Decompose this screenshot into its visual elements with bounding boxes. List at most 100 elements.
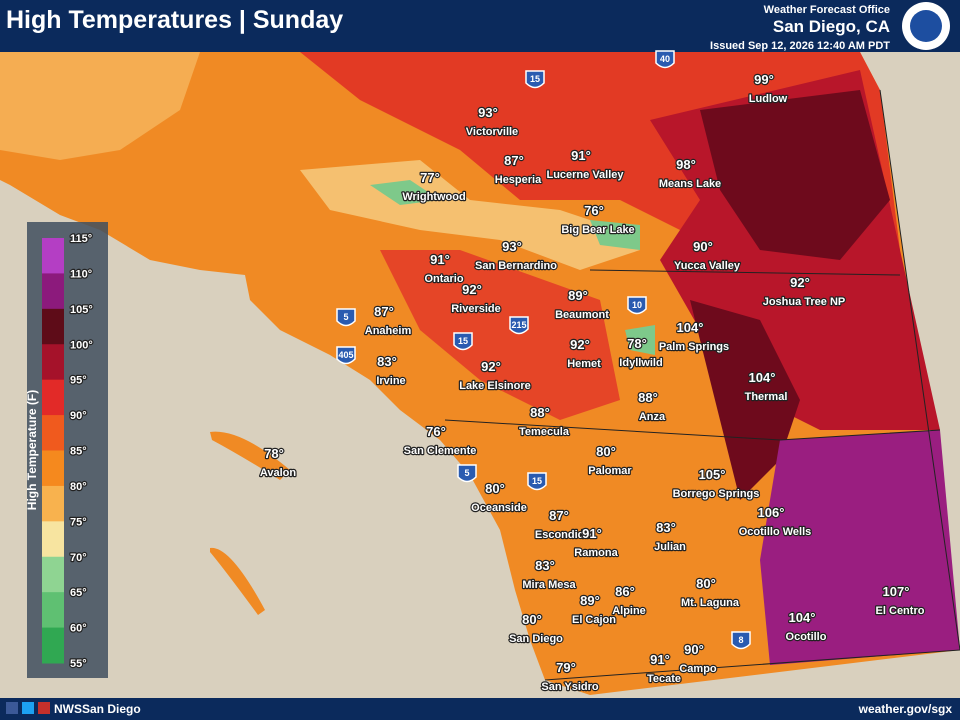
legend-tick-label: 110° (70, 268, 92, 280)
highway-shield (509, 316, 529, 335)
legend-tick-label: 115° (70, 233, 92, 245)
highway-shield (655, 50, 675, 69)
highway-number: 215 (511, 320, 526, 330)
legend-swatch (42, 238, 64, 274)
city-name: Hemet (567, 358, 601, 370)
legend-tick-label: 65° (70, 587, 87, 599)
city-name: Anaheim (365, 325, 412, 337)
highway-shield (525, 70, 545, 89)
city-temp: 87° (549, 508, 569, 523)
legend: 115° 110° 105° 100° 95° 90° 85° 80° 75° 70° 65° 60°… (42, 232, 94, 671)
city-temp: 79° (556, 660, 576, 675)
highway-number: 5 (464, 468, 469, 478)
city-name: Escondido (535, 529, 592, 541)
legend-tick-label: 75° (70, 516, 87, 528)
legend-tick-label: 105° (70, 304, 93, 316)
legend-swatch (42, 521, 64, 558)
city-name: Means Lake (659, 178, 721, 190)
city-name: San Bernardino (475, 260, 557, 272)
city-temp: 90° (693, 239, 713, 254)
city-name: Tecate (647, 673, 681, 685)
highway-number: 15 (458, 336, 468, 346)
city-temp: 90° (684, 642, 704, 657)
cities: 93° Victorville 99° Ludlow 87° Hesperia 91° Luc… (259, 71, 926, 694)
office: San Diego, CA (773, 17, 890, 36)
legend-tick-label: 70° (70, 552, 87, 564)
highway-number: 8 (738, 635, 743, 645)
imperial-valley (760, 430, 960, 665)
city-name: Borrego Springs (673, 488, 760, 500)
highway-shield (336, 346, 356, 365)
legend-title: High Temperature (F) (25, 390, 39, 510)
city-temp: 91° (430, 252, 450, 267)
legend-tick-label: 100° (70, 339, 93, 351)
city-name: Thermal (745, 391, 788, 403)
hot-core (700, 90, 890, 260)
highway-number: 10 (632, 300, 642, 310)
city-temp: 88° (638, 390, 658, 405)
city-temp: 76° (584, 203, 604, 218)
highway-number: 405 (338, 350, 353, 360)
city-temp: 92° (481, 359, 501, 374)
city-temp: 92° (462, 282, 482, 297)
city-name: Ramona (574, 547, 618, 559)
city-temp: 92° (790, 275, 810, 290)
coastal-mountains (0, 52, 200, 160)
city-temp: 106° (758, 505, 785, 520)
legend-tick-label: 55° (70, 658, 87, 670)
city-name: Campo (679, 663, 717, 675)
footer-social: NWSSan Diego (54, 702, 141, 716)
coachella-core (690, 300, 800, 500)
city-temp: 80° (596, 444, 616, 459)
city-name: Mt. Laguna (681, 597, 740, 609)
city-name: Avalon (260, 467, 297, 479)
title: High Temperatures | Sunday (6, 6, 343, 34)
city-temp: 105° (699, 467, 726, 482)
inland-empire (380, 250, 620, 420)
high-peaks (370, 180, 655, 355)
city-name: Lucerne Valley (546, 169, 624, 181)
city-name: Julian (654, 541, 686, 553)
city-name: Big Bear Lake (561, 224, 634, 236)
san-clemente-island (210, 547, 265, 615)
highway-shield (336, 308, 356, 327)
highway-shield (457, 464, 477, 483)
city-temp: 78° (264, 446, 284, 461)
city-name: Yucca Valley (674, 260, 741, 272)
city-temp: 98° (676, 157, 696, 172)
city-name: El Cajon (572, 614, 616, 626)
city-temp: 91° (582, 526, 602, 541)
legend-box (27, 222, 108, 678)
highway-number: 40 (660, 54, 670, 64)
city-name: Lake Elsinore (459, 380, 531, 392)
legend-swatch (42, 556, 64, 593)
legend-swatch (42, 344, 64, 381)
city-temp: 107° (883, 584, 910, 599)
city-name: Joshua Tree NP (763, 296, 846, 308)
legend-tick-label: 85° (70, 446, 87, 458)
city-temp: 83° (377, 354, 397, 369)
catalina-island (210, 431, 290, 480)
legend-swatch (42, 415, 64, 451)
header-bar (0, 0, 960, 52)
highway-shield (627, 296, 647, 315)
city-temp: 89° (568, 288, 588, 303)
city-temp: 80° (696, 576, 716, 591)
highway-number: 15 (532, 476, 542, 486)
legend-tick-label: 80° (70, 481, 87, 493)
highway-shield (453, 332, 473, 351)
city-name: San Clemente (404, 445, 477, 457)
city-temp: 91° (571, 148, 591, 163)
highways: 15 40 10 215 15 5 405 5 15 8 (336, 50, 751, 650)
city-name: Ontario (424, 273, 463, 285)
city-name: Anza (639, 411, 666, 423)
city-temp: 76° (426, 424, 446, 439)
city-name: San Diego (509, 633, 563, 645)
city-temp: 80° (485, 481, 505, 496)
facebook-icon (6, 702, 18, 714)
city-temp: 104° (749, 370, 776, 385)
legend-swatch (42, 485, 64, 522)
legend-swatch (42, 308, 64, 345)
